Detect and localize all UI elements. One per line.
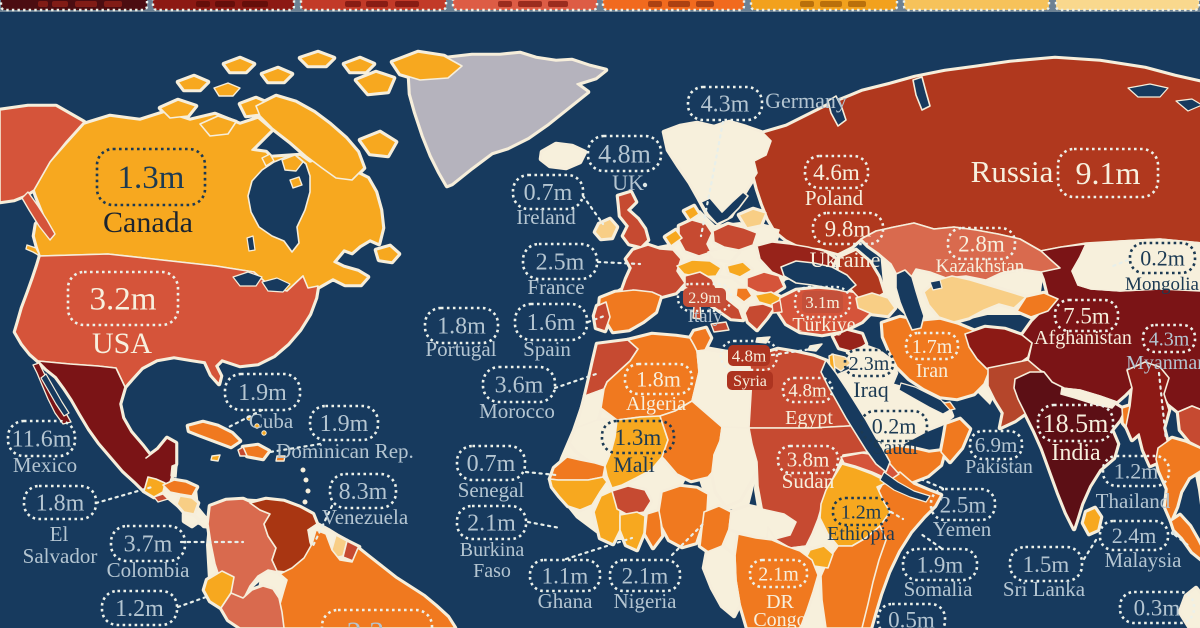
svg-text:0.2m: 0.2m (1140, 245, 1185, 270)
svg-text:1.8m: 1.8m (36, 491, 85, 517)
svg-text:Ghana: Ghana (538, 589, 593, 613)
svg-text:1.3m: 1.3m (615, 425, 662, 450)
svg-text:4.6m: 4.6m (813, 160, 860, 185)
svg-text:2.8m: 2.8m (958, 231, 1005, 256)
svg-text:Myanmar: Myanmar (1126, 352, 1200, 374)
svg-text:2.9m: 2.9m (688, 290, 721, 307)
svg-text:3.7m: 3.7m (124, 532, 173, 558)
svg-text:2.4m: 2.4m (1112, 523, 1157, 548)
svg-text:Mongolia: Mongolia (1125, 274, 1199, 295)
svg-text:Yemen: Yemen (933, 517, 992, 541)
svg-text:1.9m: 1.9m (917, 552, 964, 577)
svg-text:1.5m: 1.5m (1023, 552, 1070, 577)
svg-text:Salvador: Salvador (23, 544, 98, 568)
svg-text:Kazakhstan: Kazakhstan (936, 256, 1025, 277)
svg-text:Sri Lanka: Sri Lanka (1003, 577, 1086, 601)
svg-text:Afghanistan: Afghanistan (1034, 327, 1132, 349)
svg-text:Italy: Italy (688, 306, 723, 327)
svg-text:2.1m: 2.1m (758, 563, 799, 585)
svg-text:Egypt: Egypt (785, 407, 833, 429)
svg-text:8.3m: 8.3m (339, 479, 388, 505)
svg-text:3.6m: 3.6m (495, 373, 544, 399)
svg-text:Mexico: Mexico (13, 453, 77, 477)
svg-text:Pakistan: Pakistan (965, 456, 1033, 478)
svg-text:3.1m: 3.1m (805, 293, 839, 312)
svg-text:Cuba: Cuba (249, 409, 294, 433)
svg-text:1.1m: 1.1m (542, 563, 589, 588)
svg-text:0.7m: 0.7m (467, 451, 516, 477)
svg-text:2.3m: 2.3m (849, 353, 890, 375)
svg-text:7.5m: 7.5m (1063, 303, 1110, 328)
svg-text:Somalia: Somalia (904, 577, 974, 601)
svg-text:Nigeria: Nigeria (614, 589, 678, 613)
svg-text:9.1m: 9.1m (1076, 155, 1141, 191)
svg-text:DR: DR (766, 591, 794, 613)
svg-text:2.5m: 2.5m (536, 250, 585, 276)
svg-text:Malaysia: Malaysia (1105, 548, 1183, 572)
svg-text:3.8m: 3.8m (787, 448, 830, 472)
svg-text:Morocco: Morocco (479, 399, 555, 423)
svg-text:Congo: Congo (753, 609, 806, 628)
svg-text:India: India (1051, 440, 1101, 466)
svg-text:Faso: Faso (473, 560, 511, 582)
svg-text:Spain: Spain (523, 337, 571, 361)
svg-text:Venezuela: Venezuela (322, 505, 409, 529)
svg-text:Poland: Poland (805, 186, 864, 210)
svg-text:2.1m: 2.1m (622, 563, 669, 588)
svg-text:4.8m: 4.8m (788, 380, 827, 401)
svg-text:UK: UK (612, 170, 644, 195)
svg-text:Saudi: Saudi (872, 437, 918, 459)
svg-text:France: France (527, 275, 584, 299)
svg-text:2.3m: 2.3m (347, 616, 408, 628)
svg-text:4.3m: 4.3m (1149, 328, 1190, 350)
svg-text:4.3m: 4.3m (701, 92, 750, 118)
svg-text:1.7m: 1.7m (912, 336, 953, 358)
svg-text:Thailand: Thailand (1096, 489, 1171, 513)
svg-text:6.9m: 6.9m (975, 433, 1018, 457)
svg-text:1.2m: 1.2m (841, 501, 882, 523)
svg-text:1.2m: 1.2m (115, 596, 164, 622)
svg-text:1.9m: 1.9m (238, 380, 287, 406)
svg-text:Canada: Canada (103, 206, 193, 239)
svg-text:0.2m: 0.2m (872, 413, 917, 438)
svg-text:Colombia: Colombia (107, 558, 191, 582)
svg-text:Germany: Germany (765, 88, 847, 113)
svg-text:0.7m: 0.7m (524, 180, 573, 206)
svg-text:1.6m: 1.6m (527, 310, 576, 336)
svg-text:9.8m: 9.8m (825, 216, 872, 241)
svg-text:0.5m: 0.5m (888, 607, 935, 628)
svg-text:1.3m: 1.3m (118, 160, 185, 196)
svg-text:Sudan: Sudan (782, 469, 835, 493)
svg-text:3.2m: 3.2m (90, 282, 157, 318)
svg-text:Algeria: Algeria (626, 393, 686, 415)
svg-text:Syria: Syria (733, 373, 767, 390)
svg-text:1.8m: 1.8m (636, 366, 681, 391)
svg-text:Iraq: Iraq (853, 377, 888, 402)
svg-text:Ethiopia: Ethiopia (827, 523, 895, 545)
svg-text:Mali: Mali (613, 452, 655, 477)
svg-text:USA: USA (92, 327, 152, 360)
svg-text:1.8m: 1.8m (437, 314, 486, 340)
svg-text:2.5m: 2.5m (940, 492, 987, 517)
svg-text:El: El (50, 522, 69, 546)
svg-text:Portugal: Portugal (425, 337, 496, 361)
svg-text:Burkina: Burkina (460, 539, 525, 561)
svg-text:18.5m: 18.5m (1043, 409, 1109, 438)
svg-text:Dominican Rep.: Dominican Rep. (276, 439, 414, 463)
svg-text:Ireland: Ireland (516, 205, 576, 229)
svg-text:Senegal: Senegal (458, 478, 525, 502)
svg-text:2.1m: 2.1m (467, 511, 516, 537)
svg-text:1.2m: 1.2m (1114, 458, 1159, 483)
svg-text:11.6m: 11.6m (12, 427, 72, 453)
svg-text:Iran: Iran (916, 360, 948, 382)
svg-text:0.3m: 0.3m (1134, 595, 1181, 620)
svg-text:1.9m: 1.9m (320, 411, 369, 437)
svg-text:Ukraine: Ukraine (810, 247, 881, 272)
svg-text:Russia: Russia (971, 154, 1054, 189)
svg-text:4.8m: 4.8m (732, 346, 766, 365)
svg-text:Türkiye: Türkiye (792, 314, 855, 336)
svg-text:4.8m: 4.8m (598, 139, 651, 168)
